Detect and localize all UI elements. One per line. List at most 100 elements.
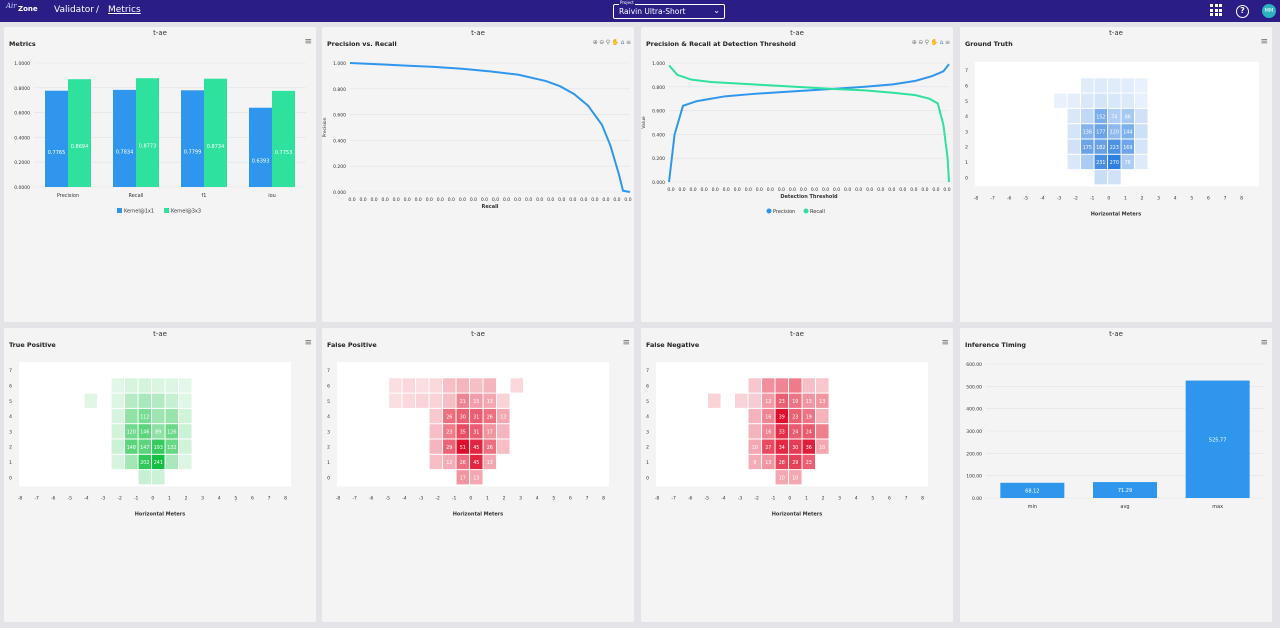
bar [1000, 482, 1065, 498]
bar-value-label: 525.77 [1209, 437, 1227, 443]
heatmap-cell-label: 13 [765, 460, 771, 466]
heatmap-cell [138, 454, 152, 470]
x-tick-label: 0.0 [822, 187, 829, 193]
y-tick-label: 3 [327, 429, 330, 435]
x-tick-label: 0.0 [701, 187, 708, 193]
breadcrumb-metrics[interactable]: Metrics [108, 5, 141, 15]
heatmap-cell [1121, 78, 1135, 93]
heatmap-cell [152, 408, 165, 424]
breadcrumb-validator[interactable]: Validator [54, 5, 94, 15]
x-tick-label: 0.0 [811, 187, 818, 193]
heatmap-cell [429, 393, 443, 408]
x-tick-label: 6 [569, 495, 572, 501]
x-tick-label: 7 [1224, 195, 1227, 201]
heatmap-cell [1135, 78, 1148, 93]
project-select[interactable]: Project Raivin Ultra-Short ⌄ [613, 0, 725, 19]
heatmap-cell [165, 439, 179, 454]
heatmap-cell [138, 424, 152, 439]
bar [68, 79, 91, 187]
x-tick-label: 0.0 [877, 187, 884, 193]
x-tick-label: 0.0 [921, 187, 928, 193]
metrics-panel: t-ae Metrics ≡ 0.0000 0.2000 0.4000 0.6000 0… [4, 27, 316, 322]
x-tick-label: 4 [855, 495, 858, 501]
y-tick-label: 1 [646, 460, 649, 466]
hamburger-menu-icon[interactable]: ≡ [1260, 37, 1268, 47]
false-positive-panel: t-ae False Positive ≡ 0 1 2 3 4 5 6 7 -8 -7 -6 -5 -4… [322, 328, 634, 622]
false-negative-panel: t-ae False Negative ≡ 0 1 2 3 4 5 6 7 -8 -7 -6 -5 -4… [641, 328, 953, 622]
heatmap-cell [748, 393, 762, 408]
zoom-in-icon[interactable]: ⊕ [911, 39, 917, 46]
x-tick-label: -7 [352, 495, 357, 501]
zoom-out-icon[interactable]: ⊖ [599, 39, 605, 46]
y-tick-label: 0.2000 [14, 160, 30, 166]
heatmap-cell [789, 424, 802, 439]
user-avatar[interactable]: MM [1262, 4, 1276, 18]
heatmap-cell [152, 439, 165, 454]
heatmap-cell [125, 378, 138, 393]
hamburger-menu-icon[interactable]: ≡ [304, 338, 312, 348]
y-tick-label: 0.0000 [14, 185, 30, 191]
x-tick-label: 0.0 [415, 197, 422, 203]
reset-home-icon[interactable]: ⌂ [620, 39, 625, 46]
x-tick-label: 0.0 [503, 197, 510, 203]
pan-icon[interactable]: ✋ [930, 39, 939, 46]
x-tick-label: 3 [838, 495, 841, 501]
heatmap-cell [165, 393, 179, 408]
x-tick-label: -1 [1090, 195, 1095, 201]
zoom-select-icon[interactable]: ⚲ [924, 39, 930, 46]
panel-subtitle: t-ae [153, 330, 167, 338]
heatmap-cell [111, 454, 125, 470]
zoom-out-icon[interactable]: ⊖ [918, 39, 924, 46]
y-tick-label: 6 [646, 383, 649, 389]
heatmap-cell [1121, 124, 1135, 139]
pan-icon[interactable]: ✋ [611, 39, 620, 46]
heatmap-cell [1067, 93, 1081, 108]
heatmap-cell-label: 223 [1110, 145, 1119, 151]
hamburger-menu-icon[interactable]: ≡ [622, 338, 630, 348]
hamburger-menu-icon[interactable]: ≡ [625, 39, 631, 46]
reset-home-icon[interactable]: ⌂ [939, 39, 944, 46]
x-tick-label: -6 [688, 495, 693, 501]
y-tick-label: 6 [9, 383, 12, 389]
x-tick-label: 8 [1240, 195, 1243, 201]
heatmap-cell [111, 439, 125, 454]
x-tick-label: -3 [101, 495, 106, 501]
heatmap-cell [1094, 108, 1108, 124]
zoom-select-icon[interactable]: ⚲ [605, 39, 611, 46]
heatmap-cell [125, 424, 138, 439]
x-tick-label: 0.0 [800, 187, 807, 193]
zoom-in-icon[interactable]: ⊕ [592, 39, 598, 46]
x-tick-label: -6 [51, 495, 56, 501]
heatmap-cell [789, 439, 802, 454]
heatmap-cell-label: 21 [460, 399, 466, 405]
heatmap-cell [470, 439, 483, 454]
x-tick-label: 0.0 [426, 197, 433, 203]
heatmap-cell [802, 424, 816, 439]
hamburger-menu-icon[interactable]: ≡ [1260, 338, 1268, 348]
hamburger-menu-icon[interactable]: ≡ [944, 39, 950, 46]
heatmap-cell [816, 408, 829, 424]
heatmap-cell [179, 454, 192, 470]
heatmap-cell-label: 120 [1110, 130, 1119, 136]
heatmap-cell-label: 12 [446, 460, 452, 466]
x-tick-label: 2 [503, 495, 506, 501]
true-positive-panel: t-ae True Positive ≡ 0 1 2 3 4 5 6 7 -8 -7 -6 -5 -4 -… [4, 328, 316, 622]
hamburger-menu-icon[interactable]: ≡ [941, 338, 949, 348]
heatmap-cell [775, 408, 789, 424]
heatmap-cell-label: 177 [1096, 130, 1105, 136]
x-tick-label: -8 [974, 195, 979, 201]
y-tick-label: 2 [327, 445, 330, 451]
x-tick-label: -5 [68, 495, 73, 501]
heatmap-cell [456, 393, 470, 408]
heatmap-cell [762, 408, 775, 424]
apps-grid-icon[interactable] [1210, 4, 1222, 16]
x-tick-label: 4 [1174, 195, 1177, 201]
heatmap-cell [816, 378, 829, 393]
heatmap-cell [456, 378, 470, 393]
heatmap-cell [762, 424, 775, 439]
heatmap-cell-label: 19 [806, 414, 812, 420]
hamburger-menu-icon[interactable]: ≡ [304, 37, 312, 47]
au-zone-logo[interactable]: Air Zone [6, 2, 38, 20]
help-icon[interactable]: ? [1236, 5, 1249, 18]
